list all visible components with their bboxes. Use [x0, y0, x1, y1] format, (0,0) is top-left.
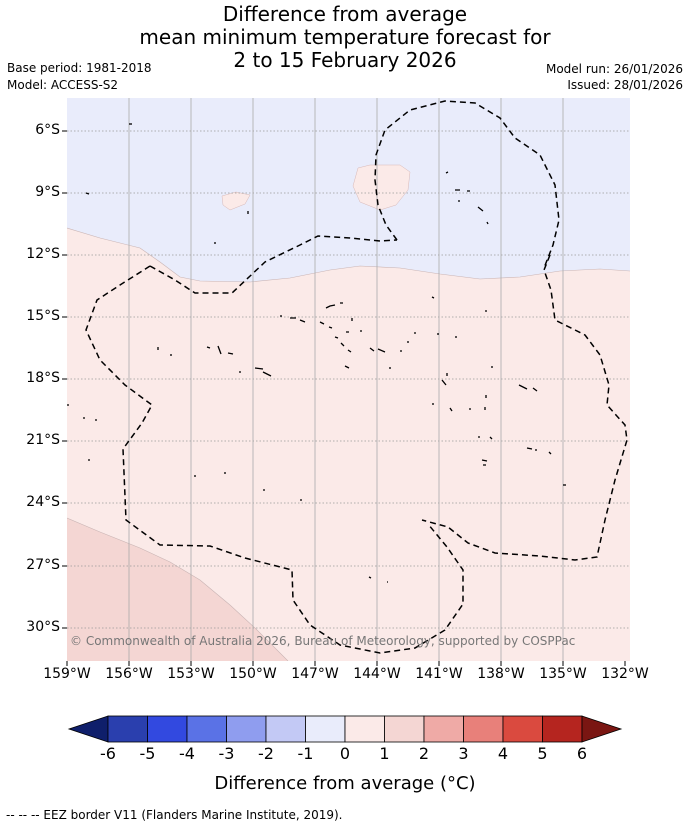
colorbar-low-extension	[67, 715, 109, 743]
lon-label-156w: 156°W	[105, 666, 153, 682]
map-area	[67, 98, 630, 661]
eez-border-lines	[85, 100, 628, 654]
lon-label-135w: 135°W	[539, 666, 587, 682]
colorbar	[67, 715, 623, 743]
meridians	[128, 98, 564, 661]
colorbar-cell	[502, 715, 543, 743]
eez-footnote: -- -- -- EEZ border V11 (Flanders Marine…	[6, 808, 343, 822]
colorbar-tick: 1	[379, 744, 390, 763]
colorbar-tick: -6	[100, 744, 116, 763]
colorbar-cell	[226, 715, 267, 743]
anomaly-patch-central	[352, 164, 411, 211]
title-line-1: Difference from average	[222, 2, 468, 26]
lon-label-159w: 159°W	[43, 666, 91, 682]
lon-label-153w: 153°W	[167, 666, 215, 682]
lon-label-144w: 144°W	[353, 666, 401, 682]
copyright-notice: © Commonwealth of Australia 2026, Bureau…	[70, 634, 576, 648]
issued-date: Issued: 28/01/2026	[567, 78, 683, 92]
colorbar-tick: -2	[258, 744, 274, 763]
lat-label-21s: 21°S	[26, 432, 60, 448]
anomaly-band-minus1-to-0	[67, 98, 630, 282]
colorbar-cell	[542, 715, 583, 743]
colorbar-cell	[265, 715, 306, 743]
lat-label-15s: 15°S	[26, 308, 60, 324]
colorbar-cell	[423, 715, 464, 743]
lon-label-132w: 132°W	[601, 666, 649, 682]
title-line-2: mean minimum temperature forecast for	[139, 25, 551, 49]
lat-label-30s: 30°S	[26, 619, 60, 635]
colorbar-cell	[384, 715, 425, 743]
lon-label-147w: 147°W	[291, 666, 339, 682]
lon-label-141w: 141°W	[415, 666, 463, 682]
lat-label-9s: 9°S	[35, 184, 60, 200]
model-run: Model run: 26/01/2026	[545, 62, 683, 76]
colorbar-tick: -1	[297, 744, 314, 763]
colorbar-tick: 4	[497, 744, 509, 763]
colorbar-cell	[107, 715, 148, 743]
colorbar-tick: -4	[179, 744, 195, 763]
colorbar-tick: -5	[139, 744, 156, 763]
colorbar-tick: 5	[537, 744, 548, 763]
colorbar-tick: 6	[576, 744, 588, 763]
lon-label-138w: 138°W	[477, 666, 525, 682]
colorbar-cell	[463, 715, 504, 743]
base-period: Base period: 1981-2018	[7, 61, 152, 75]
lat-label-27s: 27°S	[26, 557, 60, 573]
colorbar-label: Difference from average (°C)	[214, 773, 476, 794]
gridlines	[67, 130, 630, 629]
colorbar-tick: -3	[218, 744, 235, 763]
colorbar-tick: 2	[418, 744, 430, 763]
lat-label-12s: 12°S	[26, 246, 60, 262]
axis-ticks	[62, 130, 626, 666]
lat-label-6s: 6°S	[35, 122, 60, 138]
colorbar-tick: 3	[458, 744, 469, 763]
colorbar-cell	[147, 715, 188, 743]
colorbar-cell	[305, 715, 346, 743]
lat-label-24s: 24°S	[26, 494, 60, 510]
lat-label-18s: 18°S	[26, 370, 60, 386]
colorbar-tick: 0	[339, 744, 351, 763]
anomaly-patch-west	[221, 191, 251, 211]
colorbar-high-extension	[581, 715, 623, 743]
colorbar-cell	[344, 715, 385, 743]
island-outlines	[67, 123, 566, 583]
colorbar-cell	[186, 715, 227, 743]
model-name: Model: ACCESS-S2	[7, 78, 119, 92]
title-line-3: 2 to 15 February 2026	[233, 48, 457, 72]
lon-label-150w: 150°W	[229, 666, 277, 682]
anomaly-band-1-to-2	[67, 518, 288, 661]
